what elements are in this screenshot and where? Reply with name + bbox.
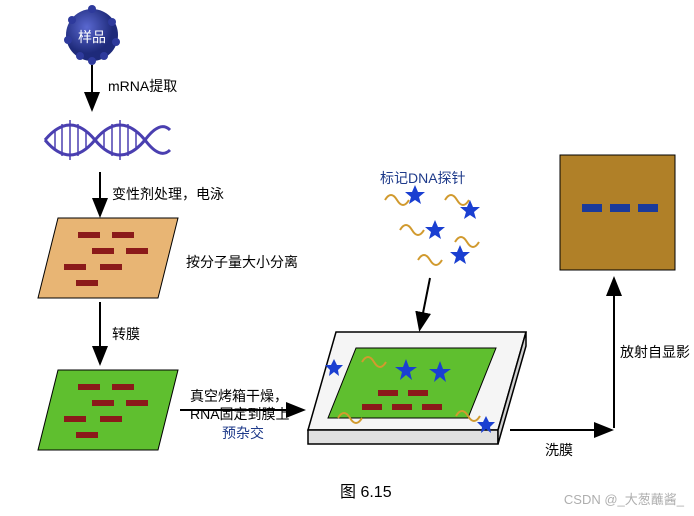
label-mrna: mRNA提取 — [108, 76, 177, 96]
watermark: CSDN @_大葱蘸酱_ — [564, 489, 684, 508]
figure-svg — [0, 0, 694, 516]
figure-caption: 图 6.15 — [340, 478, 392, 502]
label-dryfix1: 真空烤箱干燥， — [190, 386, 288, 406]
sample-text: 样品 — [78, 27, 106, 47]
label-denature: 变性剂处理，电泳 — [112, 184, 224, 204]
helix-node — [45, 125, 170, 155]
membrane1-node — [38, 370, 178, 450]
label-transfer: 转膜 — [112, 324, 140, 344]
tray-node — [308, 332, 526, 444]
label-probe: 标记DNA探针 — [380, 168, 466, 188]
label-autoradio: 放射自显影 — [620, 342, 690, 362]
film-node — [560, 155, 675, 270]
gel-node — [38, 218, 178, 298]
label-wash: 洗膜 — [545, 440, 573, 460]
label-dryfix2: RNA固定到膜上 — [190, 404, 290, 424]
label-prehyb: 预杂交 — [222, 423, 264, 443]
arrow-probe-tray — [420, 278, 430, 328]
label-separate: 按分子量大小分离 — [186, 252, 298, 272]
